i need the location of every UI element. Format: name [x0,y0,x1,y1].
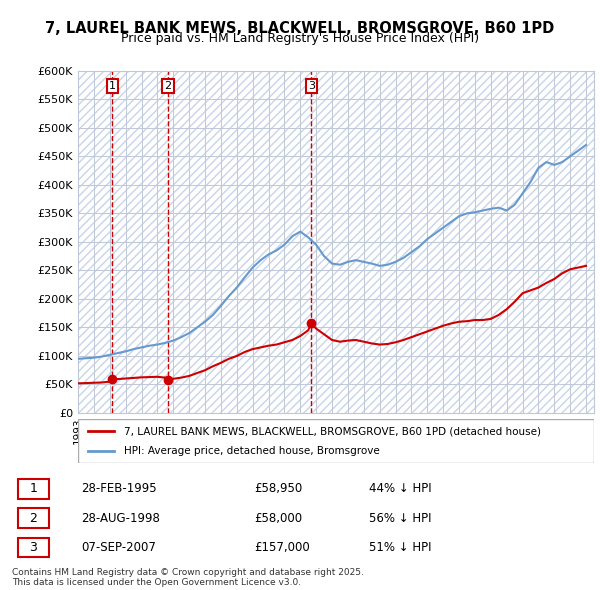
Text: Price paid vs. HM Land Registry's House Price Index (HPI): Price paid vs. HM Land Registry's House … [121,32,479,45]
FancyBboxPatch shape [18,479,49,499]
Text: 51% ↓ HPI: 51% ↓ HPI [369,541,431,554]
Text: 7, LAUREL BANK MEWS, BLACKWELL, BROMSGROVE, B60 1PD (detached house): 7, LAUREL BANK MEWS, BLACKWELL, BROMSGRO… [124,427,541,436]
Text: 1: 1 [109,81,116,91]
Text: £58,000: £58,000 [254,512,302,525]
Text: 56% ↓ HPI: 56% ↓ HPI [369,512,431,525]
Text: 1: 1 [29,482,37,495]
Text: 44% ↓ HPI: 44% ↓ HPI [369,482,432,495]
Text: HPI: Average price, detached house, Bromsgrove: HPI: Average price, detached house, Brom… [124,446,380,455]
Text: 28-AUG-1998: 28-AUG-1998 [81,512,160,525]
Text: £58,950: £58,950 [254,482,302,495]
Text: 3: 3 [308,81,315,91]
Text: £157,000: £157,000 [254,541,310,554]
Text: 28-FEB-1995: 28-FEB-1995 [81,482,157,495]
Text: Contains HM Land Registry data © Crown copyright and database right 2025.
This d: Contains HM Land Registry data © Crown c… [12,568,364,587]
Text: 2: 2 [164,81,172,91]
FancyBboxPatch shape [18,509,49,528]
FancyBboxPatch shape [18,538,49,558]
Text: 3: 3 [29,541,37,554]
Text: 07-SEP-2007: 07-SEP-2007 [81,541,156,554]
Text: 7, LAUREL BANK MEWS, BLACKWELL, BROMSGROVE, B60 1PD: 7, LAUREL BANK MEWS, BLACKWELL, BROMSGRO… [46,21,554,35]
Text: 2: 2 [29,512,37,525]
